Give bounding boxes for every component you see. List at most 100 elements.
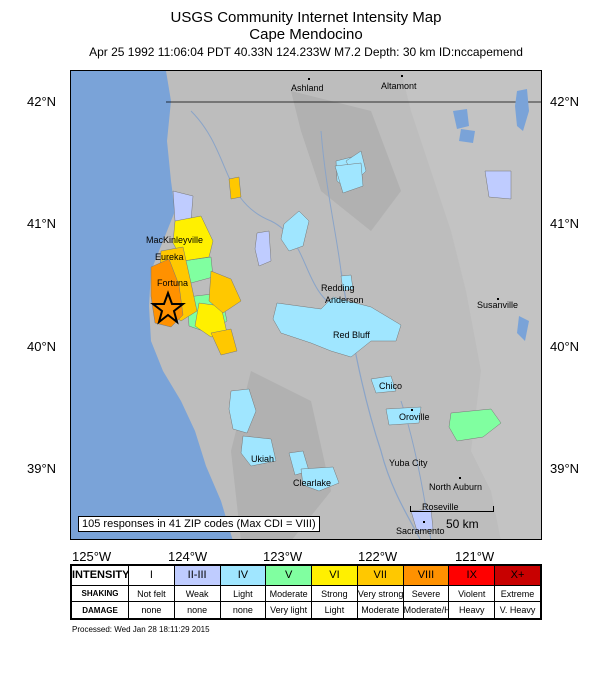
lat-label-right: 39°N [550,461,580,476]
city-label: Clearlake [293,478,332,488]
ocean [71,71,233,539]
legend-damage-cell: Moderate [356,601,404,619]
scale-bar-line [410,506,494,512]
lon-label: 125°W [72,549,112,564]
lake [453,109,469,129]
intensity-zone-VII [228,176,242,200]
city-label: Yuba City [389,458,428,468]
lon-label: 121°W [455,549,495,564]
legend-shaking-cell: Strong [311,584,358,603]
responses-note: 105 responses in 41 ZIP codes (Max CDI =… [78,516,320,532]
legend-damage-cell: Light [311,601,358,619]
legend-header-damage: DAMAGE [71,601,129,619]
lat-label-left: 42°N [27,94,57,109]
location-name: Cape Mendocino [249,26,363,43]
city-label: Anderson [325,295,364,305]
intensity-zone-IV [300,466,340,492]
epicenter-star [150,290,186,325]
intensity-zone-VII [210,328,238,356]
city-label: Ashland [291,83,324,93]
lon-label: 122°W [358,549,398,564]
lat-label-left: 40°N [27,339,57,354]
city-label: MacKinleyville [146,235,204,245]
lat-label-left: 41°N [27,216,57,231]
intensity-zone-II-III [410,508,434,532]
city-label: Roseville [422,502,459,512]
intensity-zone-V [448,408,502,442]
city-dot [411,409,413,411]
map-title: USGS Community Internet Intensity Map [170,9,442,26]
legend-intensity-cell: VI [311,565,358,586]
scale-bar-label: 50 km [446,517,479,531]
city-label: Susanville [477,300,519,310]
legend-intensity-cell: V [265,565,313,586]
legend-shaking-cell: Moderate [265,584,313,603]
lon-label: 124°W [168,549,208,564]
lake [517,316,529,341]
legend-damage-cell: none [219,601,267,619]
map-canvas [71,71,541,539]
city-dot [401,75,403,77]
legend-shaking-cell: Extreme [494,584,541,603]
city-label: North Auburn [429,482,483,492]
city-label: Altamont [381,81,417,91]
intensity-zone-II-III [254,230,272,267]
legend-damage-cell: none [128,601,175,619]
legend-damage-cell: Moderate/Heavy [402,601,450,619]
scale-bar: 50 km [410,506,494,531]
legend-intensity-cell: II-III [173,565,221,586]
city-dot [423,521,425,523]
legend-damage-cell: none [173,601,221,619]
legend-damage-cell: Heavy [448,601,496,619]
city-label: Redding [321,283,355,293]
intensity-zone-IV [228,388,257,434]
intensity-zone-II-III [172,190,194,222]
legend-shaking-cell: Severe [402,584,450,603]
processed-timestamp: Processed: Wed Jan 28 18:11:29 2015 [72,625,210,634]
lat-label-right: 42°N [550,94,580,109]
legend-shaking-cell: Not felt [128,584,175,603]
lat-label-right: 40°N [550,339,580,354]
lake [459,129,475,143]
intensity-zone-IV [340,274,354,292]
intensity-zone-IV [334,162,364,194]
legend-header-shaking: SHAKING [71,584,129,603]
city-label: Fortuna [157,278,189,288]
city-label: Ukiah [251,454,275,464]
legend-intensity-cell: VIII [402,565,450,586]
legend-intensity-cell: I [128,565,175,586]
city-dot [459,477,461,479]
legend-intensity-cell: IX [448,565,496,586]
legend-shaking-cell: Weak [173,584,221,603]
river [190,110,342,312]
legend-damage-cell: Very light [265,601,313,619]
intensity-zone-IV [240,435,277,467]
legend-intensity-cell: IV [219,565,267,586]
intensity-legend: INTENSITY I II-III IV V VI VII VIII IX X… [70,564,542,620]
legend-header-intensity: INTENSITY [71,565,129,586]
legend-shaking-cell: Light [219,584,267,603]
city-label: Eureka [155,252,184,262]
legend-shaking-cell: Very strong [356,584,404,603]
city-label: Oroville [399,412,430,422]
city-dot [308,78,310,80]
intensity-zone-IV [385,406,422,426]
intensity-zone-VII [208,270,242,314]
river [320,130,342,272]
lat-label-left: 39°N [27,461,57,476]
intensity-zone-IV [272,296,402,358]
legend-shaking-cell: Violent [448,584,496,603]
lon-label: 123°W [263,549,303,564]
legend-intensity-cell: VII [356,565,404,586]
legend-damage-cell: V. Heavy [494,601,541,619]
intensity-zone-IV [280,210,310,252]
city-dot [497,298,499,300]
lake [515,89,529,131]
intensity-zone-II-III [484,170,512,200]
event-info: Apr 25 1992 11:06:04 PDT 40.33N 124.233W… [89,45,523,59]
intensity-map[interactable]: Ashland Altamont MacKinleyville Eureka F… [70,70,542,540]
legend-intensity-cell: X+ [494,565,541,586]
intensity-zone-IV [370,375,397,394]
city-label: Chico [379,381,403,391]
city-label: Sacramento [396,526,445,536]
